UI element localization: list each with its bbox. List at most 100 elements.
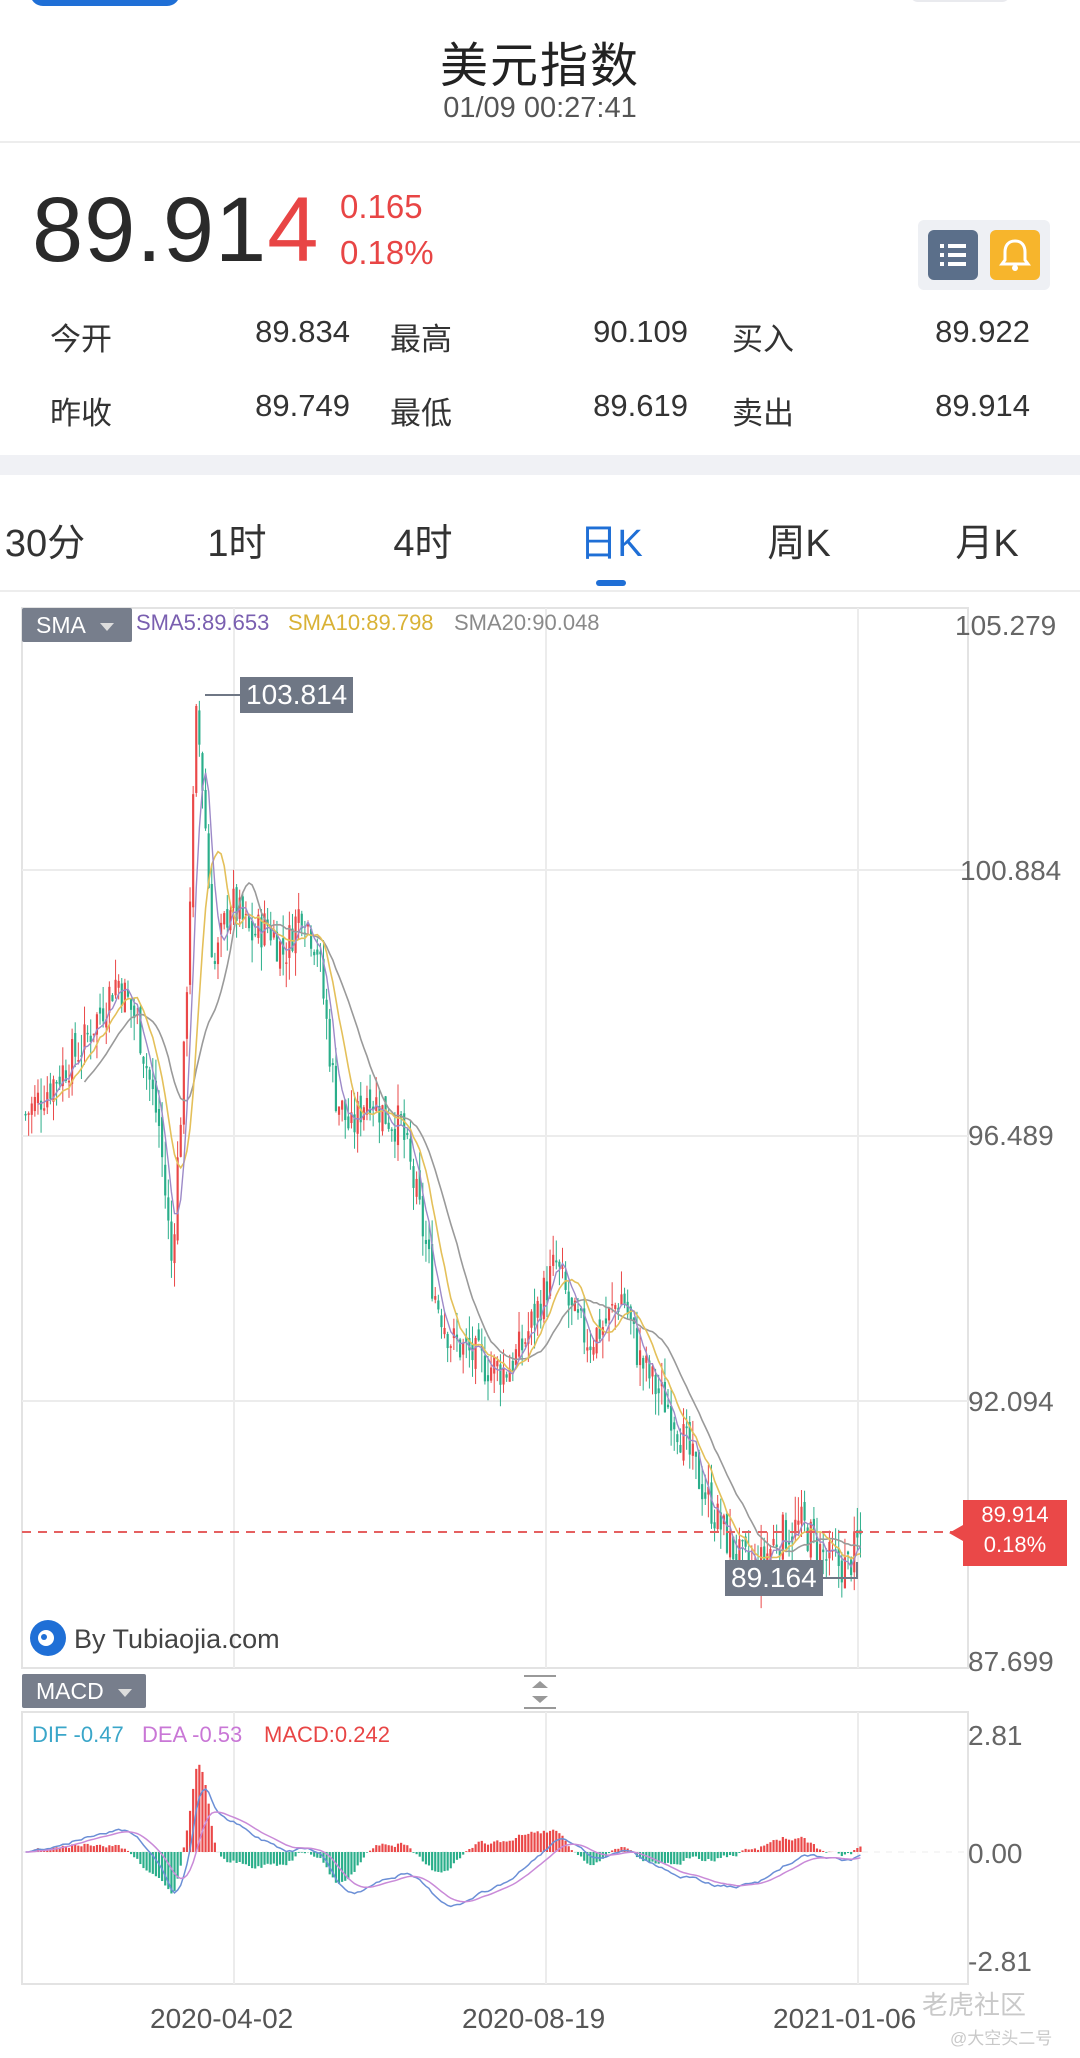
macd-bar <box>297 1852 300 1853</box>
tab-30min[interactable]: 30分 <box>4 523 86 565</box>
candle-body <box>682 1424 685 1461</box>
macd-bar <box>347 1852 350 1880</box>
candle-body <box>229 910 232 931</box>
macd-bar <box>74 1844 77 1852</box>
price-value: 89.914 <box>32 178 319 283</box>
macd-bar <box>431 1852 434 1871</box>
sma10-line <box>52 850 861 1560</box>
macd-bar <box>409 1848 412 1852</box>
legend-macd: MACD:0.242 <box>264 1722 390 1747</box>
macd-bar <box>803 1838 806 1852</box>
macd-bar <box>182 1847 185 1852</box>
macd-bar <box>452 1852 455 1864</box>
candle-body <box>856 1529 859 1538</box>
macd-bar <box>120 1848 123 1852</box>
candle-body <box>828 1542 831 1559</box>
current-price-tag: 89.914 0.18% <box>949 1500 1067 1566</box>
macd-bar <box>319 1852 322 1859</box>
stat-prevclose-value: 89.749 <box>255 388 350 423</box>
candle-body <box>595 1327 598 1354</box>
macd-bar <box>412 1852 415 1853</box>
candle-body <box>573 1300 576 1311</box>
candle-body <box>126 990 130 997</box>
bell-icon[interactable] <box>990 230 1040 280</box>
candle-body <box>347 1116 350 1129</box>
macd-bar <box>679 1852 682 1865</box>
candle-body <box>334 1065 338 1111</box>
macd-bar <box>576 1852 580 1856</box>
candle-body <box>493 1357 496 1374</box>
macd-bar <box>654 1852 657 1864</box>
sma20-line <box>83 881 861 1553</box>
macd-bar <box>393 1846 396 1852</box>
legend-sma10: SMA10:89.798 <box>288 610 434 635</box>
candle-body <box>201 753 204 791</box>
candle-body <box>741 1539 744 1542</box>
quote-datetime: 01/09 00:27:41 <box>443 92 637 124</box>
macd-bar <box>666 1852 670 1863</box>
kline-chart[interactable] <box>0 595 1080 2010</box>
candle-body <box>800 1506 803 1524</box>
top-back-pill[interactable] <box>30 0 180 6</box>
macd-bar <box>350 1852 353 1875</box>
macd-bar <box>840 1852 843 1857</box>
macd-bar <box>244 1852 248 1865</box>
macd-bar <box>691 1852 694 1857</box>
tab-1h[interactable]: 1时 <box>207 523 267 565</box>
macd-bar <box>282 1852 285 1865</box>
macd-bar <box>344 1852 347 1881</box>
candles <box>24 700 862 1609</box>
candle-body <box>424 1239 428 1244</box>
macd-bar <box>254 1852 257 1869</box>
macd-bar <box>564 1840 567 1852</box>
macd-bar <box>663 1852 667 1864</box>
candle-body <box>288 925 291 958</box>
macd-bar <box>701 1852 704 1861</box>
list-icon[interactable] <box>928 230 978 280</box>
candle-body <box>716 1503 719 1530</box>
macd-y-top: 2.81 <box>968 1720 1023 1751</box>
tab-monthly[interactable]: 月K <box>955 523 1019 565</box>
macd-bar <box>486 1844 490 1852</box>
candle-body <box>74 1033 77 1057</box>
macd-select[interactable]: MACD <box>22 1674 146 1708</box>
candle-body <box>629 1306 632 1320</box>
macd-bar <box>77 1845 80 1852</box>
macd-bar <box>775 1839 778 1852</box>
candle-body <box>685 1426 688 1429</box>
candle-body <box>381 1105 384 1132</box>
split-handle-icon[interactable] <box>520 1673 560 1711</box>
current-price-pct: 0.18% <box>983 1532 1047 1557</box>
macd-bar <box>558 1833 561 1852</box>
macd-bar <box>784 1838 788 1852</box>
macd-bar <box>744 1848 747 1852</box>
candle-body <box>744 1536 747 1547</box>
candle-body <box>530 1311 533 1328</box>
candle-body <box>787 1542 791 1545</box>
candle-body <box>688 1422 691 1455</box>
macd-bar <box>424 1852 428 1865</box>
macd-bar <box>611 1850 614 1852</box>
candle-body <box>390 1129 393 1131</box>
tab-daily[interactable]: 日K <box>579 523 643 565</box>
macd-bar <box>334 1852 338 1883</box>
macd-bar <box>819 1849 822 1852</box>
macd-bar <box>458 1852 462 1859</box>
macd-bar <box>760 1846 763 1852</box>
candle-body <box>86 1032 89 1035</box>
macd-bar <box>328 1852 331 1875</box>
macd-bar <box>747 1849 750 1852</box>
macd-bar <box>164 1852 167 1886</box>
candle-body <box>561 1267 564 1269</box>
macd-bar <box>238 1852 241 1863</box>
macd-bar <box>794 1838 797 1852</box>
indicator-select[interactable]: SMA <box>22 608 132 642</box>
candle-body <box>415 1178 418 1197</box>
candle-body <box>725 1513 729 1553</box>
macd-bar <box>462 1852 465 1855</box>
macd-bar <box>511 1840 514 1852</box>
candle-body <box>533 1303 536 1326</box>
tab-4h[interactable]: 4时 <box>393 523 453 565</box>
macd-bar <box>294 1852 297 1857</box>
tab-weekly[interactable]: 周K <box>767 523 831 565</box>
